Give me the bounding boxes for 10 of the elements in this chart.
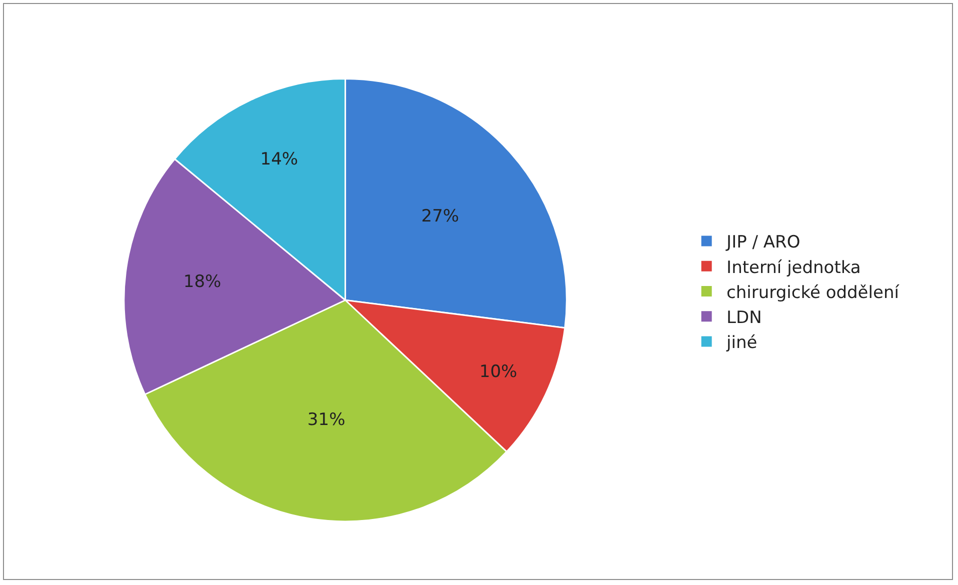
legend-label: Interní jednotka	[726, 258, 861, 278]
data-label: 27%	[421, 206, 460, 226]
data-label: 18%	[183, 272, 222, 292]
legend-label: JIP / ARO	[726, 232, 800, 253]
data-label: 14%	[260, 150, 298, 170]
data-label: 10%	[479, 362, 518, 382]
data-label: 31%	[307, 410, 346, 430]
legend-label: LDN	[726, 308, 762, 328]
legend-label: chirurgické oddělení	[726, 282, 900, 303]
legend-label: jiné	[726, 333, 758, 354]
